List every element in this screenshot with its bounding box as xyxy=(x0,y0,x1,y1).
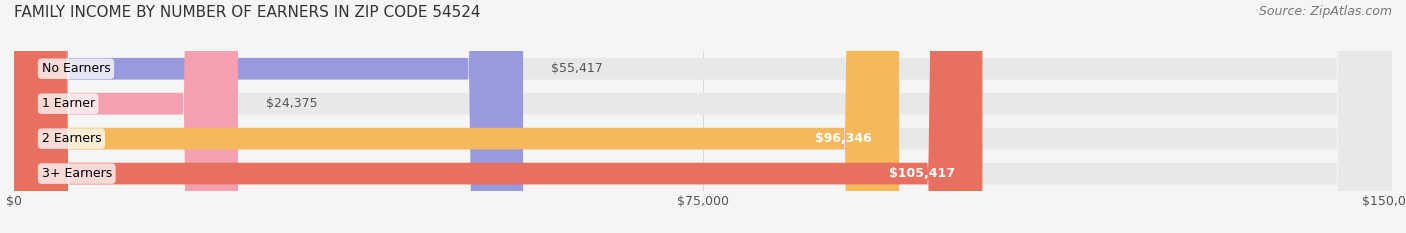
FancyBboxPatch shape xyxy=(14,0,983,233)
FancyBboxPatch shape xyxy=(14,0,1392,233)
Text: No Earners: No Earners xyxy=(42,62,110,75)
Text: $55,417: $55,417 xyxy=(551,62,602,75)
FancyBboxPatch shape xyxy=(14,0,1392,233)
FancyBboxPatch shape xyxy=(14,0,898,233)
Text: $105,417: $105,417 xyxy=(889,167,955,180)
FancyBboxPatch shape xyxy=(14,0,523,233)
FancyBboxPatch shape xyxy=(14,0,1392,233)
Text: 3+ Earners: 3+ Earners xyxy=(42,167,112,180)
Text: 1 Earner: 1 Earner xyxy=(42,97,94,110)
FancyBboxPatch shape xyxy=(14,0,1392,233)
Text: Source: ZipAtlas.com: Source: ZipAtlas.com xyxy=(1258,5,1392,18)
Text: $24,375: $24,375 xyxy=(266,97,318,110)
Text: $96,346: $96,346 xyxy=(814,132,872,145)
FancyBboxPatch shape xyxy=(14,0,238,233)
Text: FAMILY INCOME BY NUMBER OF EARNERS IN ZIP CODE 54524: FAMILY INCOME BY NUMBER OF EARNERS IN ZI… xyxy=(14,5,481,20)
Text: 2 Earners: 2 Earners xyxy=(42,132,101,145)
